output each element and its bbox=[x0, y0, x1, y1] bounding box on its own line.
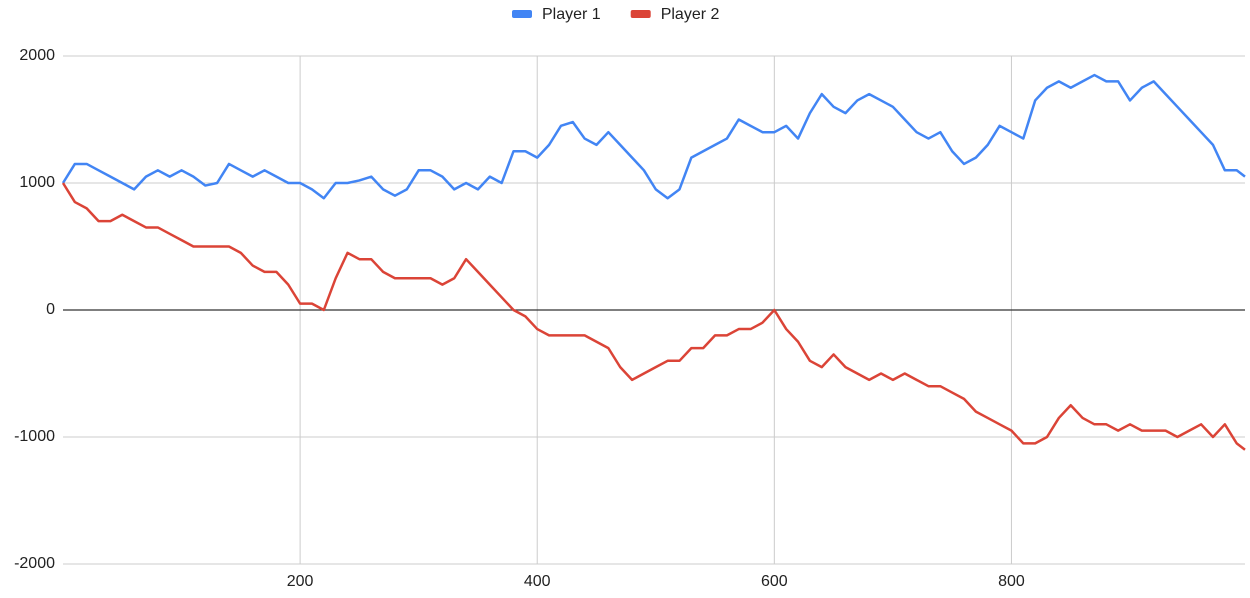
x-tick-label: 600 bbox=[761, 573, 788, 590]
y-tick-label: -2000 bbox=[14, 555, 55, 572]
y-tick-label: 1000 bbox=[19, 174, 55, 191]
legend-swatch bbox=[512, 10, 532, 18]
x-tick-label: 800 bbox=[998, 573, 1025, 590]
y-tick-label: 0 bbox=[46, 301, 55, 318]
x-tick-label: 200 bbox=[287, 573, 314, 590]
legend-label: Player 1 bbox=[542, 6, 601, 23]
y-tick-label: -1000 bbox=[14, 428, 55, 445]
data-line bbox=[61, 182, 1246, 451]
data-line bbox=[61, 73, 1246, 200]
legend-label: Player 2 bbox=[661, 6, 720, 23]
x-tick-label: 400 bbox=[524, 573, 551, 590]
legend-swatch bbox=[630, 10, 651, 18]
y-tick-label: 2000 bbox=[19, 47, 55, 64]
